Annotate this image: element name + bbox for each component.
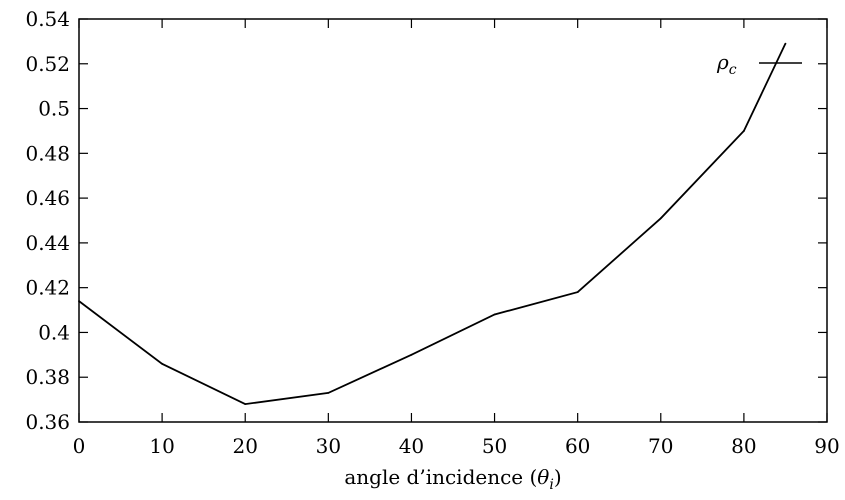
data-point: [659, 217, 662, 220]
data-point: [327, 391, 330, 394]
data-point: [78, 300, 80, 302]
data-point: [784, 42, 787, 45]
y-tick-label: 0.46: [25, 186, 70, 210]
y-tick-label: 0.42: [25, 276, 70, 300]
x-tick-label: 20: [232, 434, 257, 458]
data-point: [742, 130, 745, 132]
x-axis-ticks: 0 10 20 30 40 50 60 70 80 90: [73, 19, 840, 458]
x-tick-label: 0: [73, 434, 86, 458]
plot-frame: [78, 18, 828, 423]
x-tick-label: 70: [648, 434, 673, 458]
data-point: [493, 313, 496, 316]
y-tick-label: 0.5: [38, 97, 70, 121]
legend-label-symbol: ρ: [716, 50, 729, 74]
y-tick-label: 0.44: [25, 231, 70, 255]
x-tick-label: 50: [482, 434, 507, 458]
x-axis-title-symbol: θ: [537, 465, 549, 489]
y-tick-label: 0.36: [25, 410, 70, 434]
x-axis-title-subscript: i: [549, 477, 553, 493]
legend-label-subscript: c: [729, 62, 737, 78]
x-axis-title: angle d’incidence (θi): [344, 465, 561, 493]
x-tick-label: 60: [565, 434, 590, 458]
x-tick-label: 80: [731, 434, 756, 458]
x-tick-label: 30: [316, 434, 341, 458]
series-line: [78, 43, 787, 406]
x-axis-title-close: ): [554, 465, 562, 489]
legend-label: ρc: [716, 50, 737, 78]
x-axis-title-main: angle d’incidence (: [344, 465, 537, 489]
data-point: [244, 403, 247, 405]
series-layer: [78, 42, 787, 406]
y-tick-label: 0.52: [25, 52, 70, 76]
data-point: [161, 362, 164, 365]
legend: ρc: [716, 50, 802, 78]
y-tick-label: 0.54: [25, 7, 70, 31]
x-tick-label: 40: [399, 434, 424, 458]
y-axis-ticks: 0.36 0.38 0.4 0.42 0.44 0.46 0.48 0.5 0.52 0.54: [25, 7, 827, 434]
y-tick-label: 0.38: [25, 365, 70, 389]
x-tick-label: 10: [149, 434, 174, 458]
y-tick-label: 0.48: [25, 141, 70, 165]
y-tick-label: 0.4: [38, 320, 70, 344]
data-point: [576, 291, 579, 294]
x-tick-label: 90: [814, 434, 839, 458]
data-point: [410, 353, 413, 356]
